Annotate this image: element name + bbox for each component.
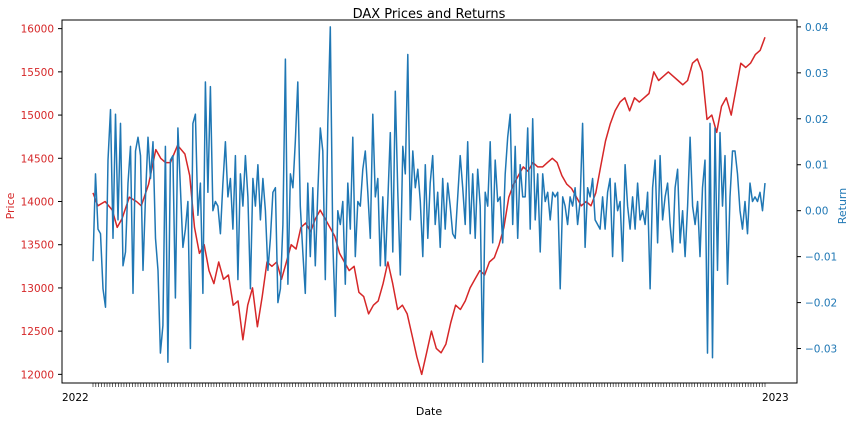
y-right-tick-label: 0.01: [805, 160, 828, 172]
y-left-tick-label: 13500: [21, 240, 54, 252]
y-left-tick-label: 13000: [21, 283, 54, 295]
x-axis-label: Date: [416, 405, 443, 418]
chart-title: DAX Prices and Returns: [353, 7, 506, 22]
y-left-tick-label: 15000: [21, 110, 54, 122]
x-tick-label-end: 2023: [762, 392, 789, 404]
y-left-tick-label: 14000: [21, 197, 54, 209]
y-right-tick-label: 0.02: [805, 114, 828, 126]
y-right-tick-label: 0.04: [805, 22, 829, 34]
y-axis-right-label: Return: [836, 188, 849, 225]
y-left-tick-label: 14500: [21, 153, 54, 165]
return-series-line: [92, 26, 766, 364]
y-left-tick-label: 12000: [21, 369, 54, 381]
y-right-tick-label: −0.02: [805, 298, 837, 310]
x-axis: 2022 2023: [62, 383, 789, 404]
y-right-tick-label: −0.03: [805, 344, 837, 356]
y-left-tick-label: 15500: [21, 67, 54, 79]
left-axis: 12000 12500 13000 13500 14000 14500 15000 15500…: [21, 24, 62, 381]
y-left-tick-label: 16000: [21, 24, 54, 36]
y-right-tick-label: −0.01: [805, 252, 837, 264]
y-right-tick-label: 0.00: [805, 206, 828, 218]
y-left-tick-label: 12500: [21, 326, 54, 338]
x-tick-label-start: 2022: [62, 392, 89, 404]
y-axis-left-label: Price: [4, 192, 17, 219]
y-right-tick-label: 0.03: [805, 68, 828, 80]
series-layer: [92, 26, 766, 376]
price-series-line: [92, 37, 766, 376]
right-axis: −0.03 −0.02 −0.01 0.00 0.01 0.02 0.03 0.04: [797, 22, 837, 356]
